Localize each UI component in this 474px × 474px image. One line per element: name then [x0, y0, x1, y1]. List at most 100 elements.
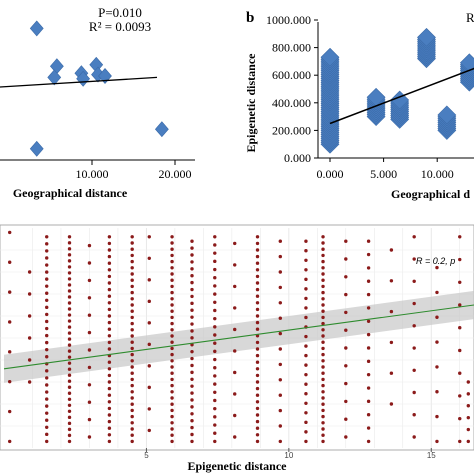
panel-c-data-point [130, 390, 134, 394]
panel-c-data-point [458, 348, 462, 353]
panel-c-data-point [170, 235, 174, 239]
panel-c-data-point [147, 407, 151, 411]
panel-b-y-tick-label: 400.000 [272, 96, 311, 110]
panel-c-data-point [190, 239, 194, 243]
panel-c-data-point [190, 315, 194, 319]
panel-c-data-point [435, 390, 439, 394]
panel-c-data-point [366, 399, 371, 404]
panel-c-data-point [213, 300, 217, 304]
panel-c-data-point [304, 420, 308, 425]
panel-a-x-tick-label: 10.000 [76, 167, 109, 181]
panel-b-x-tick-label: 5.000 [370, 167, 397, 181]
panel-c-data-point [67, 421, 72, 426]
panel-c-data-point [67, 337, 72, 341]
panel-a-x-axis-title: Geographical distance [13, 186, 128, 200]
panel-a-data-point [29, 140, 44, 157]
panel-c-data-point [67, 397, 72, 401]
panel-c-data-point [130, 241, 134, 245]
panel-c-data-point [366, 319, 371, 323]
panel-c-data-point [107, 274, 112, 279]
panel-a-annotation-p: P=0.010 [98, 5, 142, 20]
panel-c-data-point [67, 427, 72, 432]
panel-c-data-point [344, 328, 348, 332]
panel-c-data-point [190, 280, 194, 285]
panel-c-data-point [190, 432, 194, 437]
panel-c-data-point [458, 416, 462, 421]
panel-c-data-point [255, 241, 260, 246]
panel-c-data-point [107, 360, 112, 364]
panel-c-data-point [107, 439, 112, 444]
panel-c-data-point [344, 364, 348, 368]
panel-c-data-point [170, 303, 174, 307]
panel-c-data-point [107, 235, 112, 239]
panel-c-data-point [170, 427, 174, 431]
panel-c-data-point [130, 297, 134, 301]
panel-c-data-point [412, 413, 416, 417]
panel-c-data-point [344, 399, 348, 404]
panel-c-data-point [213, 243, 217, 247]
panel-c-data-point [87, 417, 92, 422]
panel-c-x-tick-label: 5 [144, 451, 149, 460]
panel-c-data-point [366, 426, 371, 430]
panel-c-data-point [45, 397, 49, 401]
panel-c-data-point [389, 309, 394, 314]
panel-c-plot-area [3, 230, 474, 444]
panel-c-data-point [87, 348, 92, 352]
panel-c-data-point [255, 274, 260, 279]
panel-c-data-point [67, 403, 72, 407]
panel-c-data-point [255, 287, 260, 292]
panel-c-data-point [233, 435, 237, 439]
panel-c-data-point [213, 374, 217, 378]
panel-c-data-point [45, 298, 49, 302]
panel-c-data-point [321, 241, 325, 245]
panel-c-data-point [45, 355, 49, 359]
panel-c-data-point [304, 287, 308, 291]
panel-c-data-point [7, 260, 12, 264]
panel-c-data-point [213, 259, 217, 264]
panel-c-data-point [67, 295, 72, 299]
panel-c-data-point [466, 392, 471, 396]
panel-c-data-point [170, 241, 174, 245]
panel-c-data-point [67, 415, 72, 420]
panel-c-data-point [67, 349, 72, 353]
panel-c-data-point [130, 290, 134, 295]
panel-c-data-point [255, 393, 260, 397]
panel-c-data-point [7, 409, 12, 414]
panel-c-data-point [344, 257, 348, 261]
panel-c-data-point [304, 258, 308, 262]
panel-c-data-point [45, 291, 49, 295]
panel-c-x-axis-title: Epigenetic distance [188, 459, 288, 473]
panel-c-data-point [45, 390, 49, 394]
panel-c-data-point [458, 371, 462, 375]
panel-c-annotation: R = 0.2, p [416, 256, 455, 266]
panel-c-data-point [87, 296, 92, 300]
panel-c-data-point [278, 408, 283, 413]
panel-c-data-point [45, 319, 49, 324]
panel-c-data-point [458, 303, 462, 307]
panel-c-data-point [344, 381, 348, 386]
panel-c-data-point [130, 328, 134, 332]
panel-a-annotation-r2: R² = 0.0093 [89, 19, 151, 34]
panel-c-data-point [107, 327, 112, 331]
panel-c-data-point [130, 284, 134, 289]
panel-c-data-point [321, 402, 325, 406]
panel-c-data-point [67, 271, 72, 275]
panel-c-data-point [170, 414, 174, 419]
panel-c-data-point [130, 402, 134, 406]
panel-c-data-point [190, 418, 194, 423]
panel-c-data-point [7, 350, 12, 354]
panel-b-data-point [417, 27, 436, 47]
panel-c-data-point [107, 340, 112, 345]
panel-c-data-point [170, 402, 174, 406]
panel-c-data-point [170, 421, 174, 425]
panel-c-data-point [213, 406, 217, 411]
panel-c-data-point [321, 278, 325, 282]
panel-c-data-point [130, 383, 134, 388]
panel-c-data-point [107, 294, 112, 298]
panel-c-data-point [170, 290, 174, 295]
panel-c-data-point [233, 392, 237, 396]
panel-c-data-point [213, 398, 217, 403]
panel-c-data-point [412, 368, 416, 372]
panel-c-data-point [213, 423, 217, 427]
panel-c-data-point [107, 314, 112, 318]
